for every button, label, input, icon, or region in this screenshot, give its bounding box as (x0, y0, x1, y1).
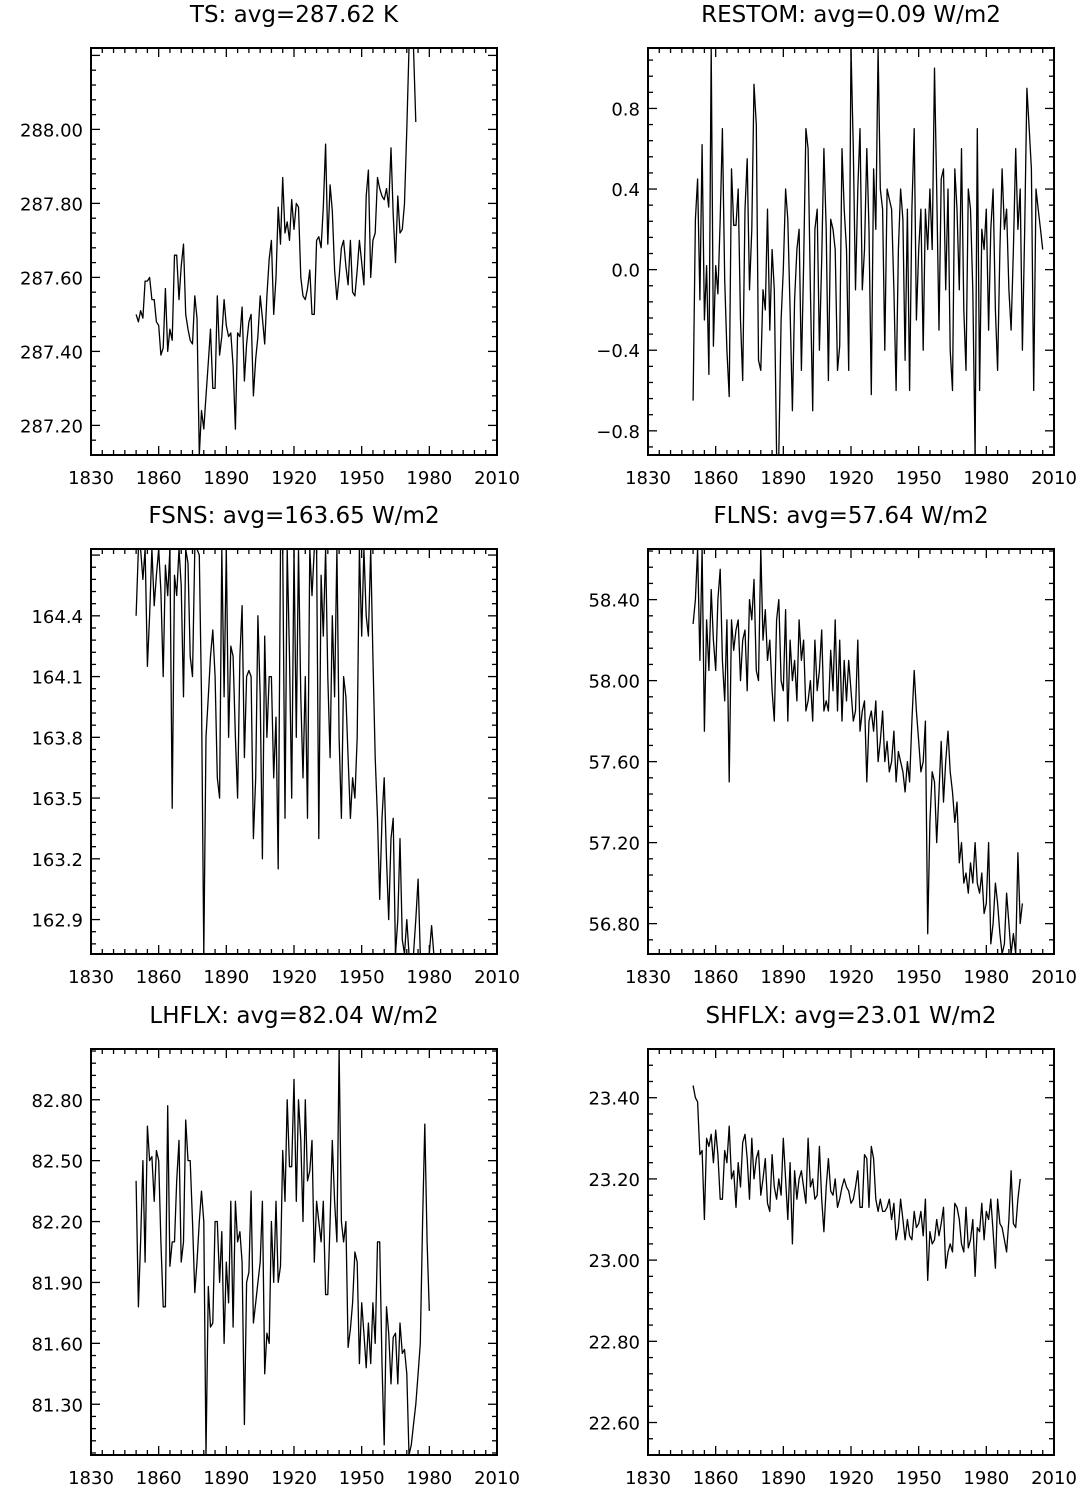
y-tick-label: 82.50 (31, 1152, 83, 1173)
panel-title: SHFLX: avg=23.01 W/m2 (705, 1003, 996, 1029)
y-tick-label: 164.4 (31, 607, 83, 628)
y-tick-label: −0.8 (596, 422, 640, 443)
panel-2: RESTOM: avg=0.09 W/m2 1830 1860 1890 1920 195… (596, 2, 1077, 489)
panel-title: TS: avg=287.62 K (189, 2, 399, 28)
plot-frame (90, 47, 498, 456)
x-tick-label: 1920 (271, 468, 317, 489)
y-tick-label: 287.60 (20, 268, 83, 289)
panel-title: LHFLX: avg=82.04 W/m2 (149, 1003, 438, 1029)
x-tick-label: 1830 (625, 967, 671, 988)
y-tick-label: 164.1 (31, 668, 83, 689)
x-tick-label: 1890 (760, 967, 806, 988)
panel-1: TS: avg=287.62 K 1830 1860 1890 1920 1950 1980… (20, 2, 520, 489)
y-tick-label: 163.2 (31, 850, 83, 871)
x-tick-label: 1950 (339, 1468, 385, 1489)
x-tick-label: 1920 (828, 468, 874, 489)
x-tick-label: 2010 (1031, 967, 1077, 988)
y-tick-label: −0.4 (596, 341, 640, 362)
x-tick-label: 1890 (760, 1468, 806, 1489)
y-tick-label: 81.90 (31, 1273, 83, 1294)
x-tick-label: 1830 (625, 468, 671, 489)
y-tick-label: 0.8 (611, 99, 640, 120)
y-tick-label: 58.00 (588, 672, 640, 693)
x-tick-label: 1860 (693, 1468, 739, 1489)
x-tick-label: 1920 (271, 1468, 317, 1489)
series-line (135, 48, 417, 455)
y-tick-label: 57.20 (588, 834, 640, 855)
x-tick-label: 1920 (828, 967, 874, 988)
panel-5: LHFLX: avg=82.04 W/m2 1830 1860 1890 1920 195… (31, 1003, 519, 1489)
series-line (692, 48, 1044, 455)
x-tick-label: 1830 (68, 468, 114, 489)
y-tick-label: 82.80 (31, 1091, 83, 1112)
x-tick-label: 1890 (760, 468, 806, 489)
x-tick-label: 1980 (406, 468, 452, 489)
x-tick-label: 1860 (136, 468, 182, 489)
y-tick-label: 0.4 (611, 180, 640, 201)
x-tick-label: 1920 (828, 1468, 874, 1489)
x-tick-label: 2010 (474, 967, 520, 988)
y-tick-label: 287.40 (20, 342, 83, 363)
y-tick-label: 22.60 (588, 1414, 640, 1435)
series-line (135, 549, 435, 954)
x-tick-label: 1980 (406, 967, 452, 988)
x-tick-label: 1950 (896, 468, 942, 489)
x-tick-label: 1980 (963, 967, 1009, 988)
x-tick-label: 1890 (203, 1468, 249, 1489)
x-tick-label: 1980 (963, 1468, 1009, 1489)
x-tick-label: 1830 (68, 1468, 114, 1489)
x-tick-label: 1860 (136, 967, 182, 988)
x-tick-label: 1890 (203, 468, 249, 489)
series-line (692, 1085, 1021, 1282)
x-tick-label: 1830 (625, 1468, 671, 1489)
x-tick-label: 1950 (896, 967, 942, 988)
y-tick-label: 288.00 (20, 120, 83, 141)
y-tick-label: 57.60 (588, 753, 640, 774)
x-tick-label: 1830 (68, 967, 114, 988)
y-tick-label: 22.80 (588, 1332, 640, 1353)
x-tick-label: 1950 (896, 1468, 942, 1489)
x-tick-label: 2010 (1031, 468, 1077, 489)
y-tick-label: 163.5 (31, 789, 83, 810)
panel-title: FLNS: avg=57.64 W/m2 (713, 503, 988, 529)
x-tick-label: 1920 (271, 967, 317, 988)
x-tick-label: 1890 (203, 967, 249, 988)
x-tick-label: 1860 (693, 468, 739, 489)
y-tick-label: 162.9 (31, 911, 83, 932)
panel-6: SHFLX: avg=23.01 W/m2 1830 1860 1890 1920 195… (588, 1003, 1076, 1489)
plot-frame (647, 1048, 1055, 1456)
x-tick-label: 1980 (406, 1468, 452, 1489)
y-tick-label: 82.20 (31, 1213, 83, 1234)
x-tick-label: 1950 (339, 967, 385, 988)
y-tick-label: 81.60 (31, 1334, 83, 1355)
y-tick-label: 81.30 (31, 1395, 83, 1416)
y-tick-label: 58.40 (588, 591, 640, 612)
x-tick-label: 2010 (474, 468, 520, 489)
series-line (135, 1049, 430, 1455)
series-line (692, 549, 1024, 954)
y-tick-label: 0.0 (611, 261, 640, 282)
panel-4: FLNS: avg=57.64 W/m2 1830 1860 1890 1920 1950… (588, 503, 1076, 988)
y-tick-label: 23.40 (588, 1089, 640, 1110)
y-tick-label: 287.20 (20, 416, 83, 437)
panel-3: FSNS: avg=163.65 W/m2 1830 1860 1890 1920 195… (31, 503, 519, 988)
y-tick-label: 163.8 (31, 728, 83, 749)
panel-title: RESTOM: avg=0.09 W/m2 (701, 2, 1001, 28)
y-tick-label: 23.20 (588, 1170, 640, 1191)
x-tick-label: 1860 (136, 1468, 182, 1489)
x-tick-label: 1950 (339, 468, 385, 489)
plot-frame (647, 548, 1055, 955)
x-tick-label: 2010 (1031, 1468, 1077, 1489)
y-tick-label: 287.80 (20, 194, 83, 215)
panel-title: FSNS: avg=163.65 W/m2 (148, 503, 439, 529)
y-tick-label: 23.00 (588, 1251, 640, 1272)
x-tick-label: 1980 (963, 468, 1009, 489)
x-tick-label: 2010 (474, 1468, 520, 1489)
x-tick-label: 1860 (693, 967, 739, 988)
y-tick-label: 56.80 (588, 915, 640, 936)
